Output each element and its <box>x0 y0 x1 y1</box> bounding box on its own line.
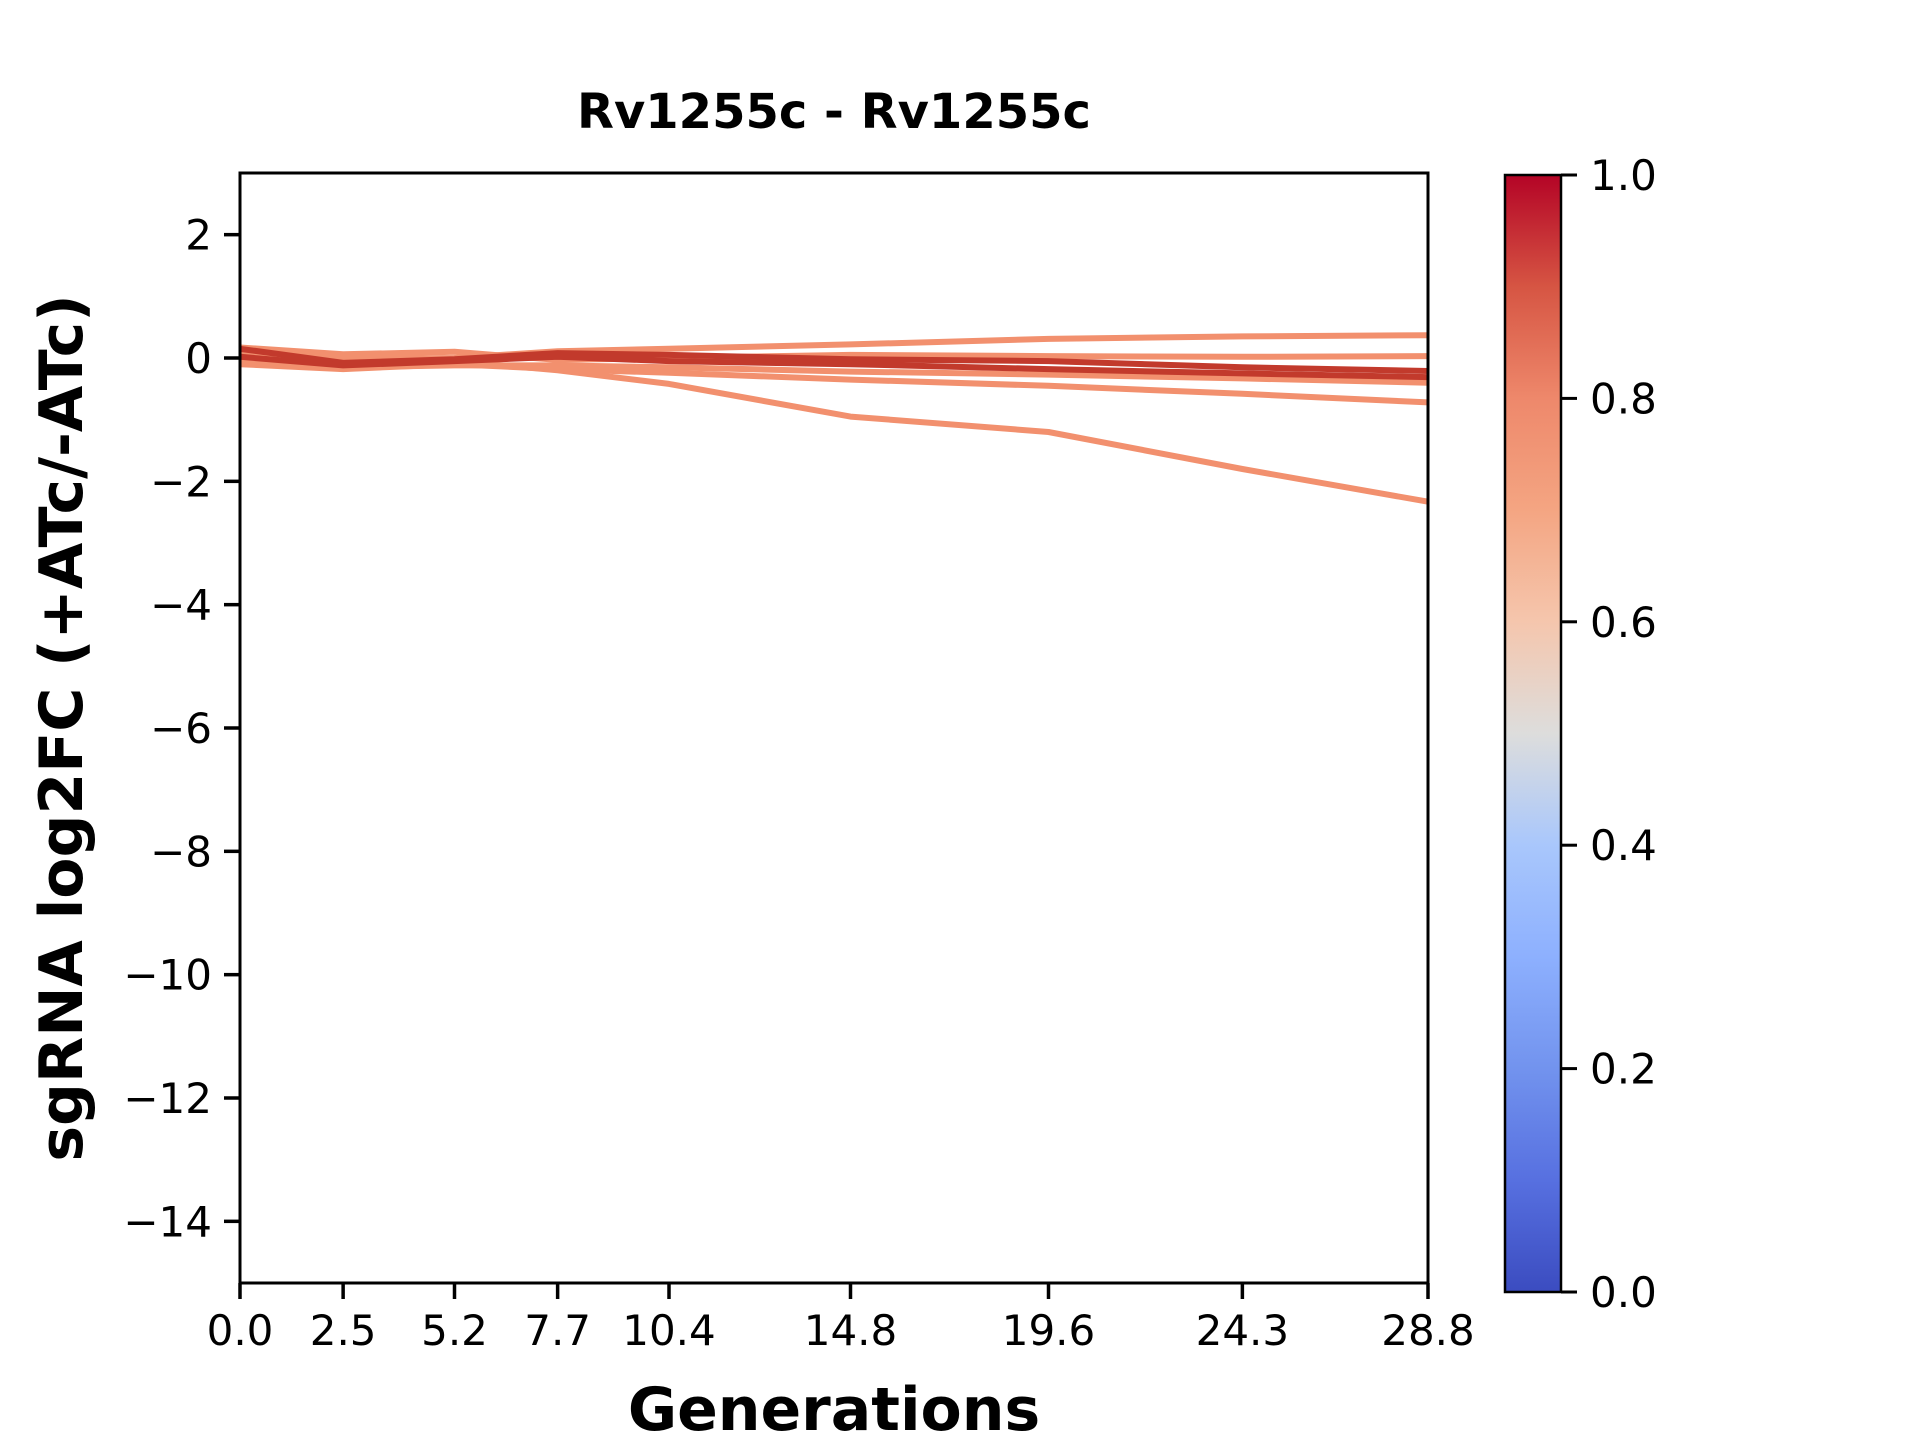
series-sgRNA_line_6 <box>240 361 1428 406</box>
y-tick-label: −10 <box>123 951 212 1000</box>
x-tick-label: 0.0 <box>207 1306 274 1355</box>
series-sgRNA_line_2 <box>240 344 1428 363</box>
y-tick-label: −6 <box>150 704 212 753</box>
x-tick-label: 7.7 <box>524 1306 591 1355</box>
y-tick-label: 2 <box>185 211 212 260</box>
x-tick-label: 10.4 <box>622 1306 716 1355</box>
axes: 0.0 2.5 5.2 7.7 10.4 14.8 19.6 24.3 28.8 2 0 −2 −4 −6… <box>123 171 1475 1355</box>
y-tick-label: −8 <box>150 827 212 876</box>
x-tick-label: 14.8 <box>804 1306 898 1355</box>
y-tick-label: −4 <box>150 581 212 630</box>
plot-frame <box>238 171 1430 1285</box>
x-tick-label: 5.2 <box>421 1306 488 1355</box>
x-axis-label: Generations <box>628 1375 1040 1440</box>
colorbar-tick-label: 0.8 <box>1590 374 1657 423</box>
colorbar-tick-label: 0.0 <box>1590 1268 1657 1317</box>
plot-series <box>240 332 1428 505</box>
colorbar-tick-label: 0.6 <box>1590 598 1657 647</box>
colorbar-tick-label: 0.4 <box>1590 821 1657 870</box>
series-sgRNA_line_4 <box>240 353 1428 381</box>
colorbar-tick-label: 1.0 <box>1590 151 1657 200</box>
y-tick-label: 0 <box>185 334 212 383</box>
x-tick-label: 19.6 <box>1002 1306 1096 1355</box>
y-tick-label: −14 <box>123 1197 212 1246</box>
x-tick-label: 2.5 <box>310 1306 377 1355</box>
chart-title: Rv1255c - Rv1255c <box>577 84 1091 140</box>
y-tick-label: −2 <box>150 457 212 506</box>
colorbar-tick-label: 0.2 <box>1590 1045 1657 1094</box>
x-tick-label: 24.3 <box>1196 1306 1290 1355</box>
y-tick-label: −12 <box>123 1074 212 1123</box>
colorbar-bar <box>1503 173 1563 1294</box>
x-tick-label: 28.8 <box>1381 1306 1475 1355</box>
y-axis-label: sgRNA log2FC (+ATc/-ATc) <box>27 294 97 1161</box>
colorbar: 1.0 0.8 0.6 0.4 0.2 0.0 <box>1503 151 1657 1317</box>
